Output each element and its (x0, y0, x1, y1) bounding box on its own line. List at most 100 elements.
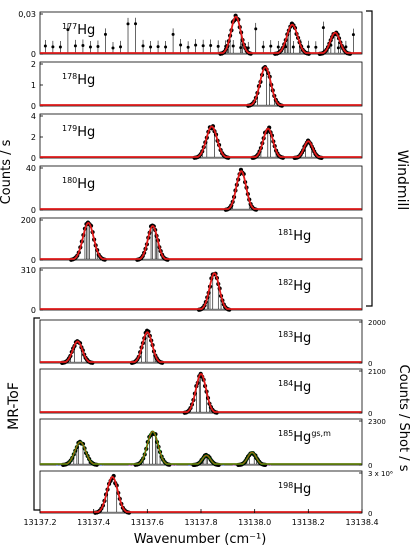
data-point (239, 46, 243, 50)
panel-frame (39, 368, 363, 414)
data-point (276, 45, 280, 49)
data-point (96, 45, 100, 49)
isotope-label: 184Hg (278, 379, 311, 395)
x-tick-label: 13138.0 (238, 518, 271, 527)
data-points (246, 64, 285, 108)
y-tick-label: 0 (368, 360, 372, 368)
y-tick-label: 1 (31, 81, 36, 90)
isotope-label: 185Hggs,m (278, 429, 331, 445)
y-tick-label: 0 (31, 256, 36, 265)
y-tick-label: 200 (21, 216, 36, 225)
isotope-mass: 185 (278, 429, 293, 438)
isotope-mass: 178 (62, 72, 77, 81)
panel-183: 2000 0 183Hg (39, 319, 386, 368)
group-label-windmill: Windmill (394, 150, 410, 211)
panel-182: 310 0 182Hg (21, 266, 363, 315)
data-points (182, 371, 219, 415)
isotope-mass: 198 (278, 481, 293, 490)
y-tick-label: 2 (31, 60, 36, 69)
data-point (51, 45, 55, 49)
fit-curve (40, 125, 362, 158)
isotope-element: Hg (293, 331, 311, 346)
y-tick-label: 0 (31, 206, 36, 215)
panel-frame (39, 418, 363, 466)
panel-frame (39, 165, 363, 211)
data-point (43, 44, 47, 48)
data-point (246, 46, 250, 50)
isotope-element: Hg (77, 125, 95, 140)
isotope-element: Hg (77, 177, 95, 192)
data-point (261, 45, 265, 49)
panel-198: 3 x 10⁶ 0 198Hg (39, 470, 393, 518)
data-point (164, 45, 168, 49)
data-point (134, 22, 138, 26)
panel-frame (39, 113, 363, 159)
isotope-suffix: gs,m (311, 429, 331, 438)
y-tick-label: 310 (21, 266, 36, 275)
group-label-mrtof: MR-ToF (6, 382, 22, 430)
data-point (201, 44, 205, 48)
data-point (231, 44, 235, 48)
isotope-mass: 184 (278, 379, 293, 388)
bracket-mrtof (33, 317, 40, 511)
isotope-element: Hg (77, 23, 95, 38)
x-tick-label: 13138.4 (345, 518, 378, 527)
data-point (126, 22, 130, 26)
data-point (254, 27, 258, 31)
panels-group: 0,030177Hg210178Hg420179Hg400180Hg200018… (18, 10, 393, 518)
y-axis-label-right: Counts / Shot / s (396, 365, 411, 472)
data-point (291, 45, 295, 49)
data-point (284, 45, 288, 49)
y-tick-label: 2000 (368, 319, 386, 327)
panel-179: 4 2 0 179Hg (31, 112, 363, 163)
data-point (306, 45, 310, 49)
isotope-label: 180Hg (62, 176, 95, 192)
isotope-mass: 183 (278, 330, 293, 339)
isotope-label: 177Hg (62, 22, 95, 38)
data-point (171, 32, 175, 36)
panel-177: 0,03 0 177Hg (18, 10, 363, 59)
isotope-label: 183Hg (278, 330, 311, 346)
panel-178: 2 1 0 178Hg (31, 60, 363, 111)
x-tick-label: 13137.2 (23, 518, 56, 527)
x-axis: 13137.2 13137.4 13137.6 13137.8 13138.0 13138… (23, 509, 379, 527)
isotope-mass: 177 (62, 22, 77, 31)
fit-curve-total (40, 431, 362, 465)
component-curve (56, 441, 104, 466)
y-tick-label: 3 x 10⁶ (368, 470, 393, 478)
y-tick-label: 0 (31, 306, 36, 315)
data-point (156, 45, 160, 49)
isotope-element: Hg (293, 380, 311, 395)
data-point (194, 43, 198, 47)
panel-frame (39, 11, 363, 55)
data-point (329, 43, 333, 47)
isotope-element: Hg (293, 430, 311, 445)
bracket-windmill (366, 10, 373, 307)
y-tick-label: 2300 (368, 418, 386, 426)
panel-185: 2300 0 185Hggs,m (39, 418, 386, 470)
isotope-element: Hg (293, 279, 311, 294)
data-point (351, 33, 355, 37)
panel-184: 2100 0 184Hg (39, 368, 386, 418)
data-point (66, 28, 70, 32)
panel-frame (39, 217, 363, 261)
fit-curve (40, 15, 362, 54)
panel-frame (39, 267, 363, 311)
panel-frame (39, 61, 363, 107)
y-tick-label: 0 (368, 510, 372, 518)
y-tick-label: 0 (31, 154, 36, 163)
x-tick-label: 13137.4 (77, 518, 110, 527)
isotope-label: 181Hg (278, 228, 311, 244)
isotope-mass: 179 (62, 124, 77, 133)
y-tick-label: 4 (31, 112, 36, 121)
data-point (88, 45, 92, 49)
data-points (223, 167, 259, 212)
panel-181: 200 0 181Hg (21, 216, 363, 265)
isotope-mass: 181 (278, 228, 293, 237)
data-point (58, 45, 62, 49)
isotope-element: Hg (293, 229, 311, 244)
y-tick-label: 0 (31, 50, 36, 59)
data-point (216, 44, 220, 48)
y-tick-label: 2 (31, 133, 36, 142)
isotope-element: Hg (293, 482, 311, 497)
